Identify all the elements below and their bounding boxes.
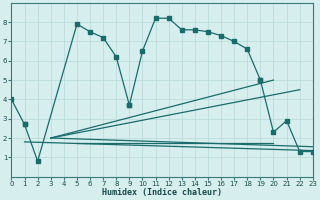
X-axis label: Humidex (Indice chaleur): Humidex (Indice chaleur): [102, 188, 222, 197]
